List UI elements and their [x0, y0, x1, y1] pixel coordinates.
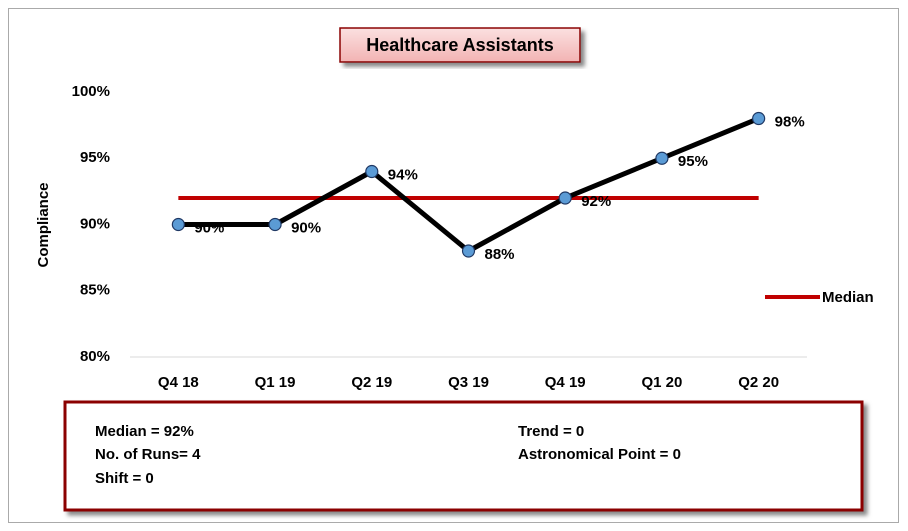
- y-tick-label: 85%: [80, 282, 110, 299]
- data-point: [461, 244, 476, 258]
- x-tick-label: Q1 19: [255, 374, 296, 391]
- x-tick-label: Q4 19: [545, 374, 586, 391]
- data-label: 92%: [581, 193, 611, 210]
- stats-text: Trend = 0: [518, 423, 584, 440]
- data-point: [365, 164, 379, 179]
- chart-title: Healthcare Assistants: [366, 35, 553, 55]
- data-label: 88%: [485, 246, 515, 263]
- y-tick-label: 80%: [80, 348, 110, 365]
- data-point: [171, 217, 185, 232]
- y-axis-label: Compliance: [35, 182, 52, 267]
- stats-box: [63, 400, 864, 512]
- data-label: 90%: [291, 219, 321, 236]
- x-tick-label: Q4 18: [158, 374, 199, 391]
- x-tick-label: Q2 19: [351, 374, 392, 391]
- legend-label: Median: [822, 289, 874, 306]
- stats-text: No. of Runs= 4: [95, 446, 201, 463]
- stats-text: Shift = 0: [95, 470, 154, 487]
- data-point: [268, 217, 282, 232]
- x-tick-label: Q2 20: [738, 374, 779, 391]
- x-tick-label: Q3 19: [448, 374, 489, 391]
- data-label: 95%: [678, 153, 708, 170]
- title-box: [339, 27, 581, 63]
- stats-text: Median = 92%: [95, 423, 194, 440]
- data-label: 90%: [194, 219, 224, 236]
- data-point: [558, 191, 572, 205]
- y-tick-label: 100%: [72, 83, 110, 100]
- stats-text: Astronomical Point = 0: [518, 446, 681, 463]
- y-tick-label: 95%: [80, 149, 110, 166]
- data-label: 94%: [388, 166, 418, 183]
- x-tick-label: Q1 20: [641, 374, 682, 391]
- y-tick-label: 90%: [80, 215, 110, 232]
- data-point: [655, 151, 669, 165]
- data-label: 98%: [775, 113, 805, 130]
- data-point: [752, 111, 766, 126]
